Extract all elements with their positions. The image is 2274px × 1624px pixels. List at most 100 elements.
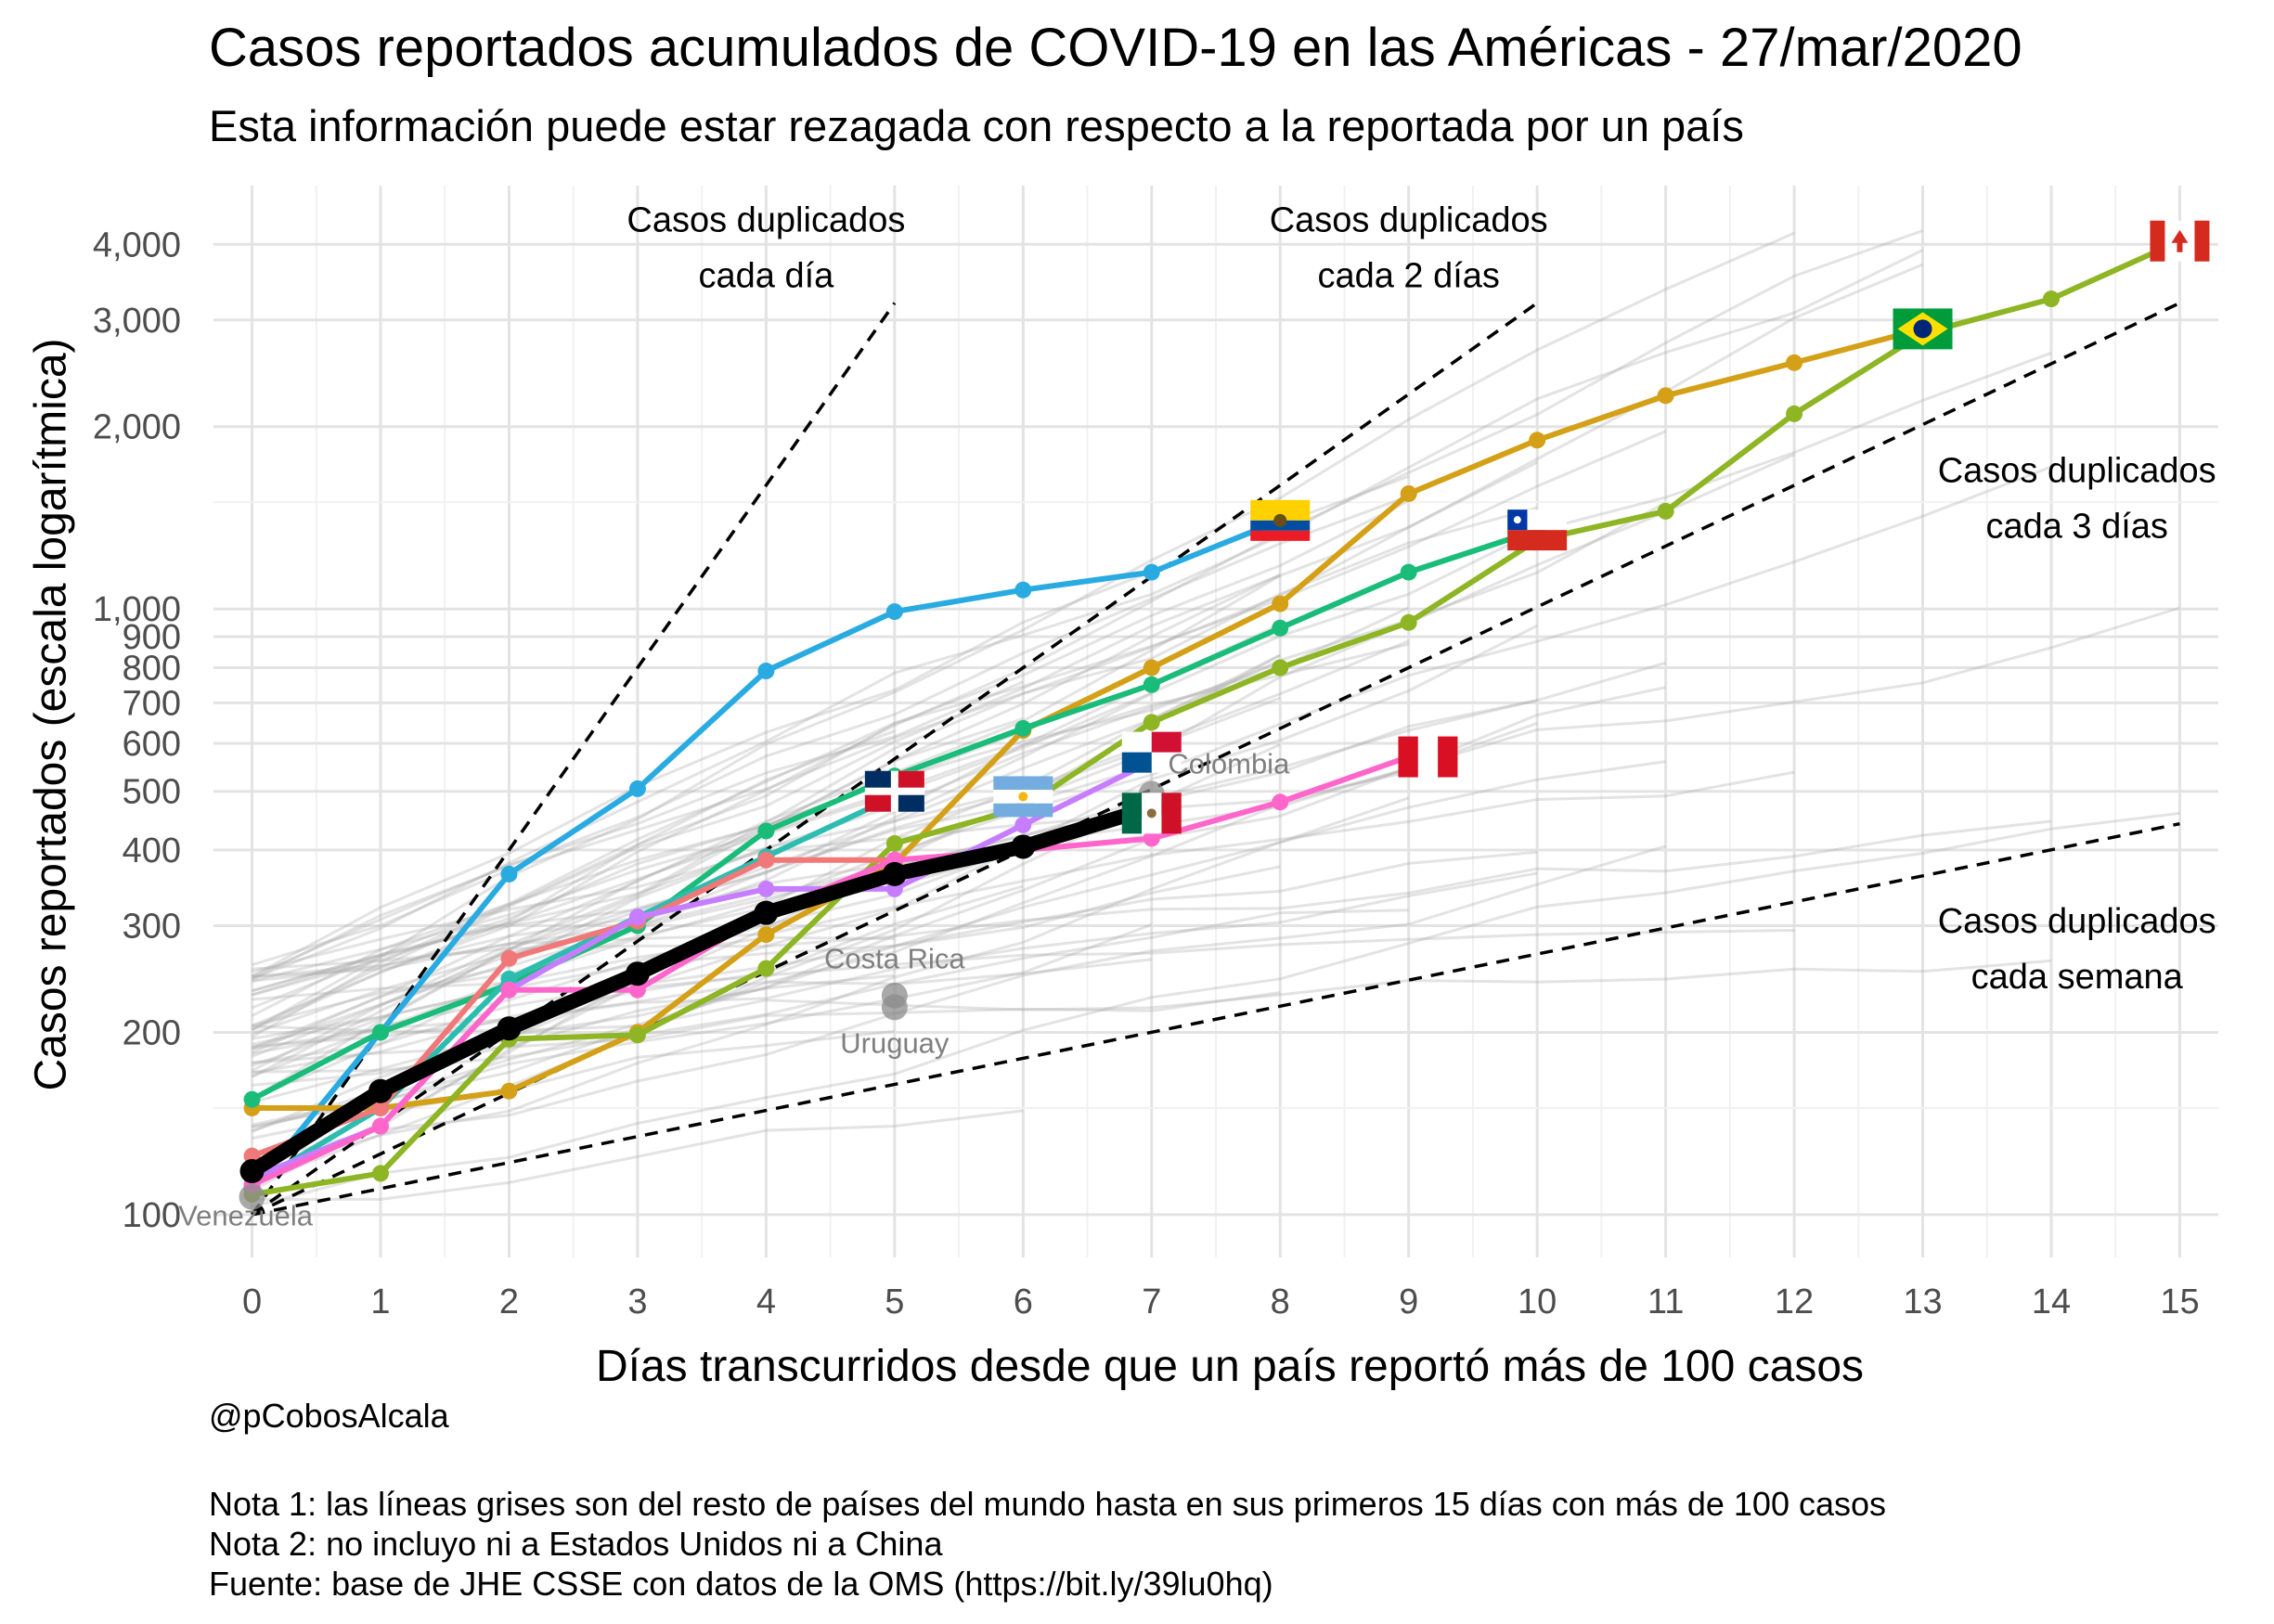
flag-stripe	[1121, 752, 1152, 773]
data-point	[628, 780, 646, 797]
background-country-line	[251, 249, 1924, 981]
flag-stripe	[993, 776, 1053, 791]
flag-dominican-republic-icon	[864, 770, 924, 812]
reference-line-label: Casos duplicados	[1270, 200, 1548, 239]
data-point	[368, 1078, 393, 1103]
data-point	[754, 900, 779, 925]
data-point	[239, 1159, 265, 1184]
x-tick-label: 4	[756, 1282, 776, 1321]
data-point	[497, 1016, 522, 1041]
flag-canada-icon	[2150, 220, 2210, 262]
flag-stripe	[1161, 793, 1182, 834]
source-note: Fuente: base de JHE CSSE con datos de la…	[209, 1565, 1273, 1603]
country-label: Uruguay	[840, 1027, 950, 1060]
data-point	[2043, 290, 2060, 308]
author-handle: @pCobosAlcala	[209, 1397, 449, 1435]
flag-stripe	[993, 803, 1053, 818]
data-point	[372, 1099, 389, 1116]
y-tick-label: 1,000	[93, 590, 181, 629]
note-1: Nota 1: las líneas grises son del resto …	[209, 1485, 1887, 1523]
flag-emblem	[1273, 513, 1287, 527]
y-tick-label: 400	[123, 831, 181, 870]
data-point	[372, 1165, 389, 1182]
data-point	[1400, 563, 1417, 581]
series-line	[244, 800, 1159, 1179]
flag-stripe	[1507, 530, 1568, 551]
data-point	[625, 961, 650, 986]
data-point	[1143, 830, 1160, 847]
flag-stripe	[2194, 220, 2210, 262]
y-tick-label: 4,000	[93, 226, 181, 264]
x-axis-label: Días transcurridos desde que un país rep…	[595, 1342, 1865, 1391]
data-point	[372, 1024, 389, 1041]
reference-line-label: cada 3 días	[1985, 507, 2167, 546]
background-country-line	[252, 606, 2180, 983]
background-country-line	[252, 959, 2052, 1033]
data-point	[1529, 432, 1546, 449]
x-tick-label: 0	[242, 1282, 262, 1321]
background-country-line	[251, 623, 1281, 1078]
flag-peru-icon	[1398, 736, 1458, 778]
y-tick-label: 600	[123, 725, 181, 764]
flag-layer	[864, 220, 2210, 834]
data-point	[757, 880, 775, 897]
data-point	[757, 960, 775, 977]
x-tick-label: 7	[1142, 1282, 1161, 1321]
country-label: Venezuela	[178, 1200, 314, 1232]
background-country-line	[251, 495, 1410, 981]
data-point	[757, 663, 775, 680]
data-point	[500, 949, 518, 967]
x-tick-label: 3	[627, 1282, 647, 1321]
background-country-line	[252, 958, 1152, 1074]
series-line	[249, 857, 898, 1159]
background-country-line	[252, 909, 1409, 1050]
data-point	[1014, 581, 1032, 599]
x-tick-label: 13	[1903, 1282, 1942, 1321]
background-country-line	[251, 430, 1667, 1018]
x-tick-label: 11	[1647, 1282, 1684, 1321]
y-tick-label: 300	[123, 908, 181, 947]
y-tick-label: 700	[123, 684, 181, 723]
data-point	[628, 909, 646, 926]
data-point	[1011, 834, 1036, 859]
y-tick-label: 900	[123, 618, 181, 657]
flag-stripe	[898, 794, 924, 812]
flag-stripe	[1438, 736, 1458, 778]
background-country-line	[252, 871, 1538, 1048]
series-layer	[239, 232, 2189, 1204]
axis-tick-labels: 0 1 2 3 4 5 6 7 8 9 10 11 12 13 14 15100200300400500600…	[93, 226, 2200, 1321]
doubling-reference-line	[251, 302, 1539, 1217]
data-point	[243, 1090, 261, 1108]
x-tick-label: 14	[2032, 1282, 2071, 1321]
note-2: Nota 2: no incluyo ni a Estados Unidos n…	[209, 1525, 943, 1563]
data-point	[1143, 659, 1160, 677]
data-point	[757, 822, 775, 840]
reference-line-label: Casos duplicados	[1938, 451, 2216, 490]
x-tick-label: 10	[1518, 1282, 1557, 1321]
data-point	[500, 865, 518, 883]
flag-brazil-icon	[1893, 308, 1953, 350]
background-country-line	[252, 973, 895, 1087]
data-point	[882, 861, 907, 886]
background-country-line	[251, 574, 1281, 1031]
data-point	[500, 1082, 518, 1100]
y-tick-label: 100	[123, 1196, 181, 1235]
data-point	[1143, 714, 1160, 731]
flag-stripe	[1250, 499, 1311, 521]
background-country-line	[252, 813, 1152, 973]
x-tick-label: 12	[1775, 1282, 1814, 1321]
background-country-line	[252, 506, 1538, 967]
flag-ecuador-icon	[1250, 499, 1311, 541]
flag-mexico-icon	[1121, 793, 1182, 834]
flag-stripe	[1398, 736, 1418, 778]
x-tick-label: 6	[1014, 1282, 1033, 1321]
flag-emblem	[1146, 808, 1156, 818]
y-tick-label: 800	[123, 649, 181, 688]
doubling-reference-line	[252, 821, 2180, 1217]
flag-sun	[1018, 792, 1028, 802]
data-point	[885, 603, 903, 621]
data-point	[757, 926, 775, 944]
background-country-line	[252, 844, 1667, 1165]
reference-line-label: Casos duplicados	[627, 200, 905, 239]
